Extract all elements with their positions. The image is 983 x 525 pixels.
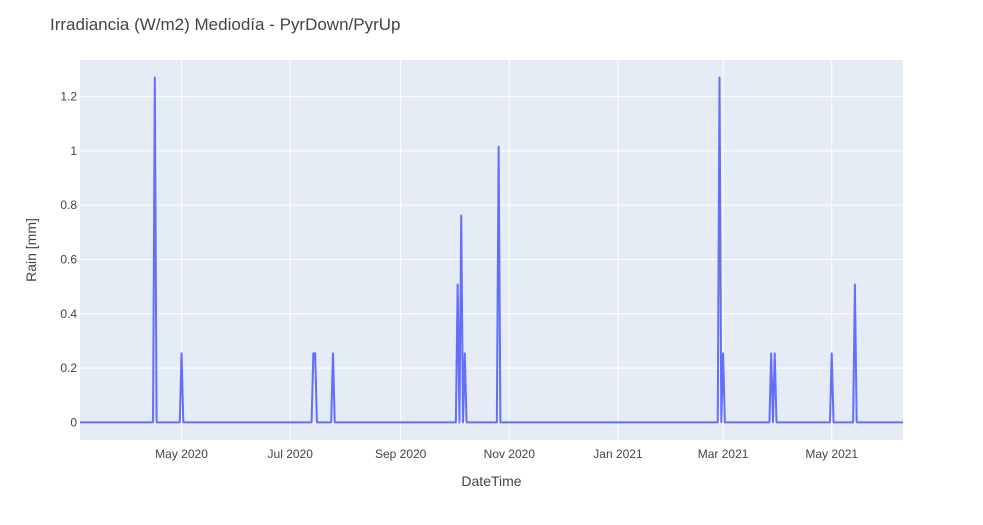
y-tick-label: 0.8 bbox=[60, 198, 77, 212]
plot-area[interactable] bbox=[80, 60, 903, 440]
y-tick-label: 0.2 bbox=[60, 361, 77, 375]
x-tick-label: Mar 2021 bbox=[698, 447, 749, 461]
x-tick-label: May 2021 bbox=[805, 447, 858, 461]
y-tick-label: 0.4 bbox=[60, 307, 77, 321]
y-tick-label: 1.2 bbox=[60, 90, 77, 104]
x-tick-label: Sep 2020 bbox=[375, 447, 427, 461]
y-tick-label: 0 bbox=[70, 415, 77, 429]
y-gridlines bbox=[80, 96, 903, 424]
y-tick-labels: 0 0.2 0.4 0.6 0.8 1 1.2 bbox=[60, 90, 77, 430]
y-axis-title: Rain [mm] bbox=[23, 218, 39, 282]
y-tick-label: 1 bbox=[70, 144, 77, 158]
x-gridlines bbox=[181, 60, 833, 440]
x-tick-label: May 2020 bbox=[155, 447, 208, 461]
series-line[interactable] bbox=[80, 76, 903, 424]
chart-title: Irradiancia (W/m2) Mediodía - PyrDown/Py… bbox=[50, 15, 400, 34]
x-tick-labels: May 2020 Jul 2020 Sep 2020 Nov 2020 Jan 2021… bbox=[155, 447, 858, 461]
x-axis-title: DateTime bbox=[461, 473, 521, 489]
x-tick-label: Nov 2020 bbox=[484, 447, 536, 461]
x-tick-label: Jan 2021 bbox=[593, 447, 643, 461]
y-tick-label: 0.6 bbox=[60, 253, 77, 267]
x-tick-label: Jul 2020 bbox=[268, 447, 314, 461]
